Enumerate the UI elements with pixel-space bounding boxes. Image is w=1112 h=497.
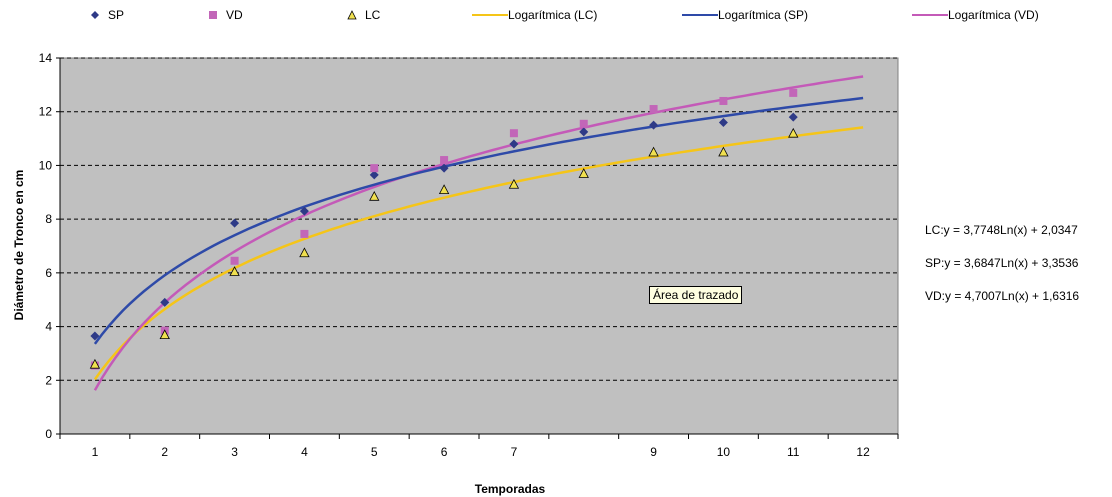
y-tick-label: 2 <box>45 373 52 387</box>
equation-vd: VD:y = 4,7007Ln(x) + 1,6316 <box>925 289 1080 303</box>
legend-item-trend-sp: Logarítmica (SP) <box>682 8 808 22</box>
point-SP <box>649 120 659 130</box>
point-VD <box>649 105 658 114</box>
plot-area-tooltip: Área de trazado <box>649 286 743 304</box>
legend-label-sp: SP <box>108 8 125 22</box>
point-LC <box>508 178 520 189</box>
x-tick-label: 9 <box>650 445 657 459</box>
point-SP <box>509 139 519 149</box>
y-tick-label: 6 <box>45 266 52 280</box>
point-SP <box>788 112 798 122</box>
point-LC <box>89 358 101 369</box>
x-tick-label: 3 <box>231 445 238 459</box>
legend: SP VD LC Logarítmica (LC) Logarítmica (S… <box>0 8 1112 28</box>
x-tick-label: 6 <box>441 445 448 459</box>
triangle-marker-icon <box>347 10 357 20</box>
legend-item-lc: LC <box>345 8 380 22</box>
point-LC <box>369 190 380 201</box>
trendline-equations: LC:y = 3,7748Ln(x) + 2,0347 SP:y = 3,684… <box>925 222 1079 321</box>
point-SP <box>718 117 728 127</box>
point-VD <box>789 88 798 97</box>
legend-label-lc: LC <box>365 8 381 22</box>
point-VD <box>370 164 379 173</box>
equation-lc: LC:y = 3,7748Ln(x) + 2,0347 <box>925 223 1078 237</box>
point-LC <box>718 146 729 157</box>
square-marker-icon <box>209 11 217 19</box>
trendline-Logarítmica (VD) <box>93 75 864 391</box>
point-SP <box>90 331 100 341</box>
point-SP <box>439 163 449 173</box>
point-VD <box>579 119 588 128</box>
y-tick-label: 4 <box>45 320 52 334</box>
legend-label-trend-vd: Logarítmica (VD) <box>948 8 1039 22</box>
diamond-marker-icon <box>91 11 99 19</box>
legend-item-vd: VD <box>206 8 243 22</box>
x-tick-label: 12 <box>856 445 870 459</box>
y-axis-title: Diámetro de Tronco en cm <box>2 169 36 321</box>
x-tick-label: 7 <box>511 445 518 459</box>
point-VD <box>719 96 728 105</box>
legend-item-trend-lc: Logarítmica (LC) <box>472 8 597 22</box>
equation-sp: SP:y = 3,6847Ln(x) + 3,3536 <box>925 256 1079 270</box>
trendline-Logarítmica (SP) <box>93 96 864 345</box>
point-VD <box>300 229 309 238</box>
point-LC <box>229 266 240 276</box>
y-tick-label: 10 <box>39 158 53 172</box>
point-LC <box>299 247 310 258</box>
legend-label-trend-sp: Logarítmica (SP) <box>718 8 809 22</box>
x-tick-label: 11 <box>787 445 800 459</box>
line-swatch-icon <box>472 14 508 16</box>
point-SP <box>299 206 309 216</box>
point-SP <box>160 297 170 307</box>
x-tick-label: 4 <box>301 445 308 459</box>
trendlines <box>93 75 864 391</box>
point-LC <box>578 168 589 178</box>
y-tick-label: 0 <box>45 427 52 441</box>
line-swatch-icon <box>682 14 718 16</box>
plot-area[interactable] <box>59 57 899 435</box>
y-tick-label: 14 <box>39 51 53 65</box>
point-SP <box>369 170 379 180</box>
x-tick-label: 1 <box>92 445 99 459</box>
point-LC <box>159 329 170 340</box>
legend-item-trend-vd: Logarítmica (VD) <box>912 8 1039 22</box>
y-tick-label: 8 <box>45 212 52 226</box>
data-points <box>89 88 799 370</box>
legend-label-trend-lc: Logarítmica (LC) <box>508 8 598 22</box>
point-VD <box>440 156 449 165</box>
point-LC <box>788 127 799 138</box>
point-LC <box>438 184 450 195</box>
x-axis-title: Temporadas <box>474 482 546 496</box>
x-tick-label: 2 <box>161 445 168 459</box>
legend-label-vd: VD <box>226 8 243 22</box>
x-tick-label: 5 <box>371 445 378 459</box>
legend-item-sp: SP <box>88 8 124 22</box>
y-axis-title-text: Diámetro de Tronco en cm <box>12 169 26 321</box>
line-swatch-icon <box>912 14 948 16</box>
y-tick-label: 12 <box>39 105 53 119</box>
point-LC <box>648 146 659 157</box>
point-VD <box>509 129 518 138</box>
point-SP <box>579 127 589 137</box>
trendline-Logarítmica (LC) <box>93 126 864 381</box>
point-VD <box>230 256 239 265</box>
x-tick-label: 10 <box>717 445 731 459</box>
point-SP <box>230 218 240 228</box>
